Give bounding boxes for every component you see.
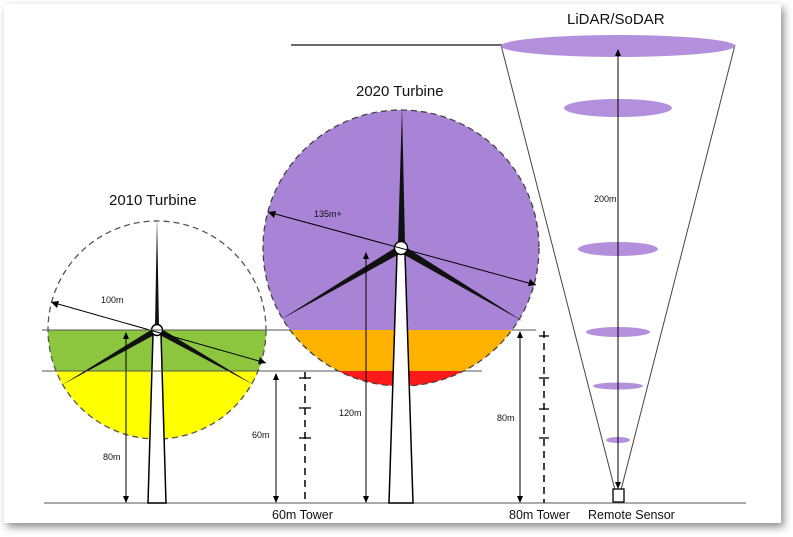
arrowhead xyxy=(51,301,59,308)
lidar-sodar-title: LiDAR/SoDAR xyxy=(567,11,665,28)
hub-height-label-2010: 80m xyxy=(103,452,121,462)
arrowhead xyxy=(363,496,369,503)
arrowhead xyxy=(615,482,621,489)
turbine-2020: 135m+ 120m 2020 Turbine xyxy=(262,83,540,504)
turbine-title-2020: 2020 Turbine xyxy=(356,83,444,100)
blade-up-2010 xyxy=(155,217,159,326)
caption-80m-tower: 80m Tower xyxy=(509,508,570,522)
rotor-label-2020: 135m+ xyxy=(314,209,342,219)
met-tower-80m: 80m 80m Tower xyxy=(497,331,570,522)
arrowhead xyxy=(268,211,276,218)
turbine-title-2010: 2010 Turbine xyxy=(109,192,197,209)
rotor-dimension-arrow-2010 xyxy=(50,301,267,364)
range-label-200m: 200m xyxy=(594,194,617,204)
measurement-disc xyxy=(501,35,735,57)
arrowhead xyxy=(273,373,279,380)
caption-60m-tower: 60m Tower xyxy=(272,508,333,522)
height-label-60m: 60m xyxy=(252,430,270,440)
rotor-label-2010: 100m xyxy=(101,295,124,305)
height-label-80m: 80m xyxy=(497,413,515,423)
blade-right-2020 xyxy=(401,246,524,322)
hub-height-label-2020: 120m xyxy=(339,408,362,418)
arrowhead xyxy=(123,496,129,503)
turbine-2010: 100m 80m 2010 Turbine xyxy=(47,192,267,504)
arrowhead xyxy=(363,252,369,259)
arrowhead xyxy=(123,332,129,339)
arrowhead xyxy=(615,49,621,56)
rotor-circle-2020 xyxy=(262,109,540,387)
diagram-frame: 100m 80m 2010 Turbine 135m+ 12 xyxy=(4,4,781,523)
diagram-canvas: 100m 80m 2010 Turbine 135m+ 12 xyxy=(42,11,746,522)
blade-up-2020 xyxy=(398,107,405,244)
rotor-dimension-arrow-2020 xyxy=(267,211,537,286)
blade-left-2020 xyxy=(280,246,401,320)
remote-sensor-box xyxy=(612,488,625,503)
arrowhead xyxy=(517,496,523,503)
cone-edge-left xyxy=(500,44,616,491)
caption-remote-sensor: Remote Sensor xyxy=(588,508,675,522)
arrowhead xyxy=(273,496,279,503)
met-tower-60m: 60m 60m Tower xyxy=(252,372,333,522)
arrowhead xyxy=(528,279,536,286)
remote-sensor-cone: 200m LiDAR/SoDAR Remote Sensor xyxy=(500,11,736,522)
arrowhead xyxy=(517,331,523,338)
cone-edge-right xyxy=(620,44,736,491)
arrowhead xyxy=(258,357,266,364)
